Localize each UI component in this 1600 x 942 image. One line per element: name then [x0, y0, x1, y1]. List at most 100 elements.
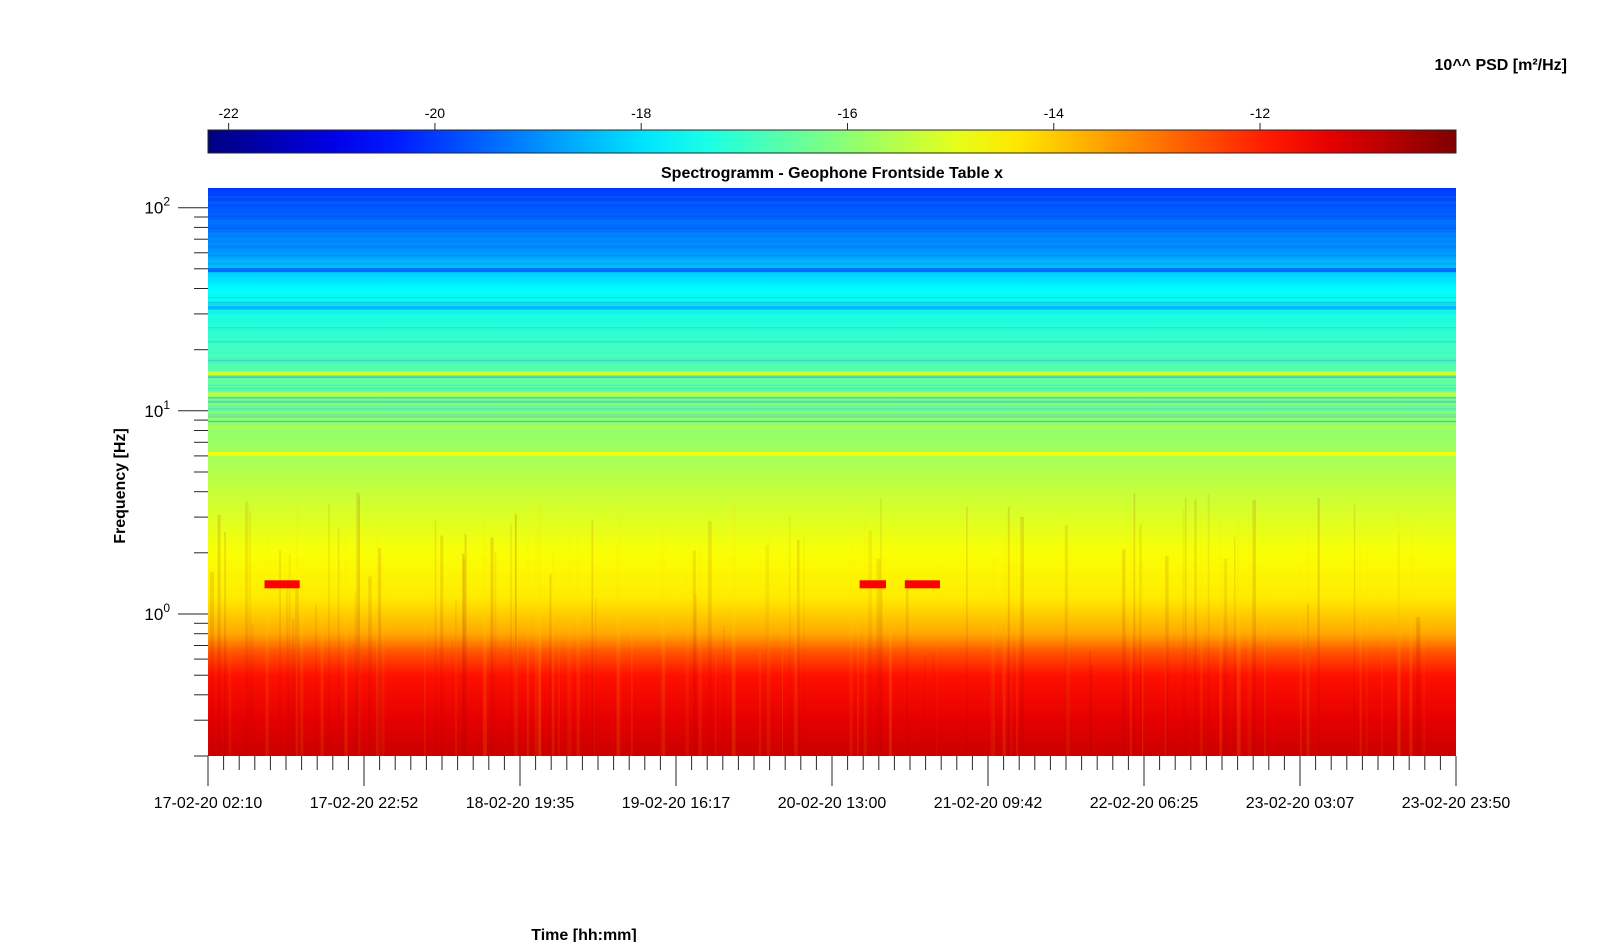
frequency-band	[208, 388, 1456, 390]
frequency-band	[208, 397, 1456, 399]
time-streak	[1142, 562, 1144, 756]
time-streak	[315, 604, 317, 756]
plot-area	[208, 188, 1456, 756]
time-streak	[905, 578, 909, 756]
frequency-band	[208, 407, 1456, 409]
time-streak	[966, 506, 968, 756]
time-streak	[857, 502, 859, 756]
time-streak	[1234, 537, 1236, 756]
frequency-band	[208, 209, 1456, 211]
frequency-band	[208, 243, 1456, 245]
x-axis: 17-02-20 02:10 17-02-20 22:52 18-02-20 19:…	[154, 756, 1510, 812]
frequency-band	[208, 233, 1456, 235]
time-streak	[888, 630, 892, 756]
y-axis-label: Frequency [Hz]	[112, 428, 129, 544]
time-streak	[1185, 497, 1187, 756]
time-streak	[1306, 531, 1310, 756]
time-streak	[1381, 531, 1384, 756]
time-streak	[1090, 665, 1093, 756]
frequency-band	[208, 247, 1456, 249]
time-streak	[576, 523, 580, 756]
time-streak	[245, 501, 249, 756]
time-streak	[863, 518, 867, 756]
frequency-band	[208, 231, 1456, 233]
time-streak	[1416, 617, 1421, 756]
frequency-band	[208, 297, 1456, 299]
time-streak	[514, 513, 517, 756]
frequency-band	[208, 215, 1456, 217]
spectrogram-field	[208, 188, 1456, 756]
frequency-band	[208, 376, 1456, 378]
time-streak	[1398, 533, 1400, 756]
time-streak	[758, 651, 762, 756]
time-streak	[1397, 603, 1400, 756]
time-streak	[1164, 527, 1167, 756]
colorbar-tick-label: -20	[425, 105, 445, 121]
frequency-band	[208, 228, 1456, 230]
frequency-band	[208, 211, 1456, 213]
frequency-band	[208, 225, 1456, 227]
frequency-band	[208, 259, 1456, 261]
frequency-band	[208, 405, 1456, 407]
frequency-band	[208, 195, 1456, 197]
time-streak	[879, 498, 882, 756]
time-streak	[483, 516, 487, 756]
time-streak	[698, 542, 702, 756]
time-streak	[1353, 504, 1356, 756]
x-tick-label: 20-02-20 13:00	[778, 795, 887, 812]
time-streak	[766, 523, 771, 756]
frequency-band	[208, 318, 1456, 320]
time-streak	[378, 585, 381, 756]
time-streak	[328, 503, 330, 756]
time-streak	[788, 517, 791, 756]
frequency-band	[208, 208, 1456, 210]
time-streak	[228, 637, 232, 756]
time-streak	[585, 657, 587, 756]
colorbar-tick-label: -18	[631, 105, 651, 121]
time-streak	[356, 492, 360, 756]
time-streak	[1359, 541, 1362, 756]
frequency-band	[208, 376, 1456, 378]
time-streak	[1200, 512, 1203, 756]
time-streak	[803, 534, 805, 756]
time-streak	[510, 523, 512, 756]
frequency-band	[208, 329, 1456, 332]
frequency-band	[208, 409, 1456, 411]
time-streak	[591, 519, 594, 756]
frequency-band	[208, 408, 1456, 410]
time-streak	[279, 550, 281, 756]
frequency-band	[208, 406, 1456, 408]
time-streak	[1182, 509, 1185, 756]
time-streak	[292, 618, 295, 756]
frequency-band	[208, 263, 1456, 265]
frequency-band	[208, 399, 1456, 401]
x-tick-label: 17-02-20 02:10	[154, 795, 263, 812]
time-streak	[1247, 527, 1252, 756]
time-streak	[538, 493, 541, 756]
time-streak	[320, 586, 324, 756]
frequency-band	[208, 297, 1456, 299]
time-streak	[377, 548, 382, 756]
time-streak	[723, 626, 725, 756]
frequency-band	[208, 374, 1456, 377]
time-streak	[595, 597, 597, 756]
frequency-band	[208, 205, 1456, 207]
event-mark	[904, 580, 940, 589]
frequency-band	[208, 192, 1456, 194]
frequency-band	[208, 387, 1456, 389]
frequency-band	[208, 260, 1456, 262]
time-streak	[514, 512, 518, 756]
time-streak	[440, 535, 444, 756]
time-streak	[288, 554, 291, 756]
time-streak	[337, 526, 340, 756]
frequency-band	[208, 352, 1456, 354]
frequency-band	[208, 413, 1456, 416]
frequency-band	[208, 416, 1456, 418]
frequency-band	[208, 196, 1456, 198]
frequency-band	[208, 384, 1456, 386]
x-tick-label: 19-02-20 16:17	[622, 795, 731, 812]
x-tick-label: 18-02-20 19:35	[466, 795, 575, 812]
time-streak	[1002, 536, 1006, 756]
time-streak	[782, 579, 783, 756]
